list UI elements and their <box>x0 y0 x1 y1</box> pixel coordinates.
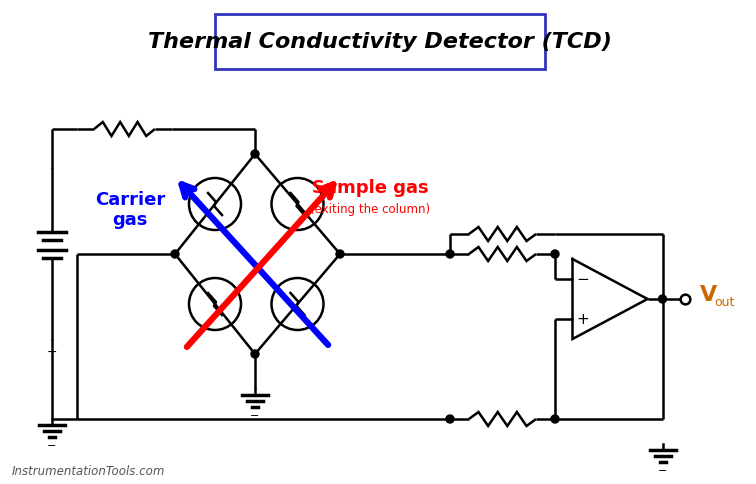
Text: Carrier
gas: Carrier gas <box>94 190 165 229</box>
Circle shape <box>251 151 259 159</box>
Circle shape <box>658 295 667 303</box>
Text: −: − <box>658 465 668 475</box>
Circle shape <box>251 350 259 358</box>
Circle shape <box>336 251 344 258</box>
Text: −: − <box>250 410 260 420</box>
FancyBboxPatch shape <box>215 15 545 70</box>
Text: Sample gas: Sample gas <box>311 179 429 197</box>
Circle shape <box>551 251 559 258</box>
Circle shape <box>446 415 454 423</box>
Text: Thermal Conductivity Detector (TCD): Thermal Conductivity Detector (TCD) <box>148 32 612 52</box>
Text: InstrumentationTools.com: InstrumentationTools.com <box>12 464 166 477</box>
Text: out: out <box>714 296 734 309</box>
Text: (exiting the column): (exiting the column) <box>310 203 430 216</box>
FancyArrowPatch shape <box>187 185 333 347</box>
Text: +: + <box>576 312 589 327</box>
Text: −: − <box>48 440 57 450</box>
Circle shape <box>446 251 454 258</box>
Circle shape <box>171 251 179 258</box>
Text: −: − <box>576 272 589 287</box>
Text: V: V <box>700 285 717 304</box>
Circle shape <box>551 415 559 423</box>
Text: −: − <box>47 345 57 358</box>
FancyArrowPatch shape <box>181 185 328 345</box>
